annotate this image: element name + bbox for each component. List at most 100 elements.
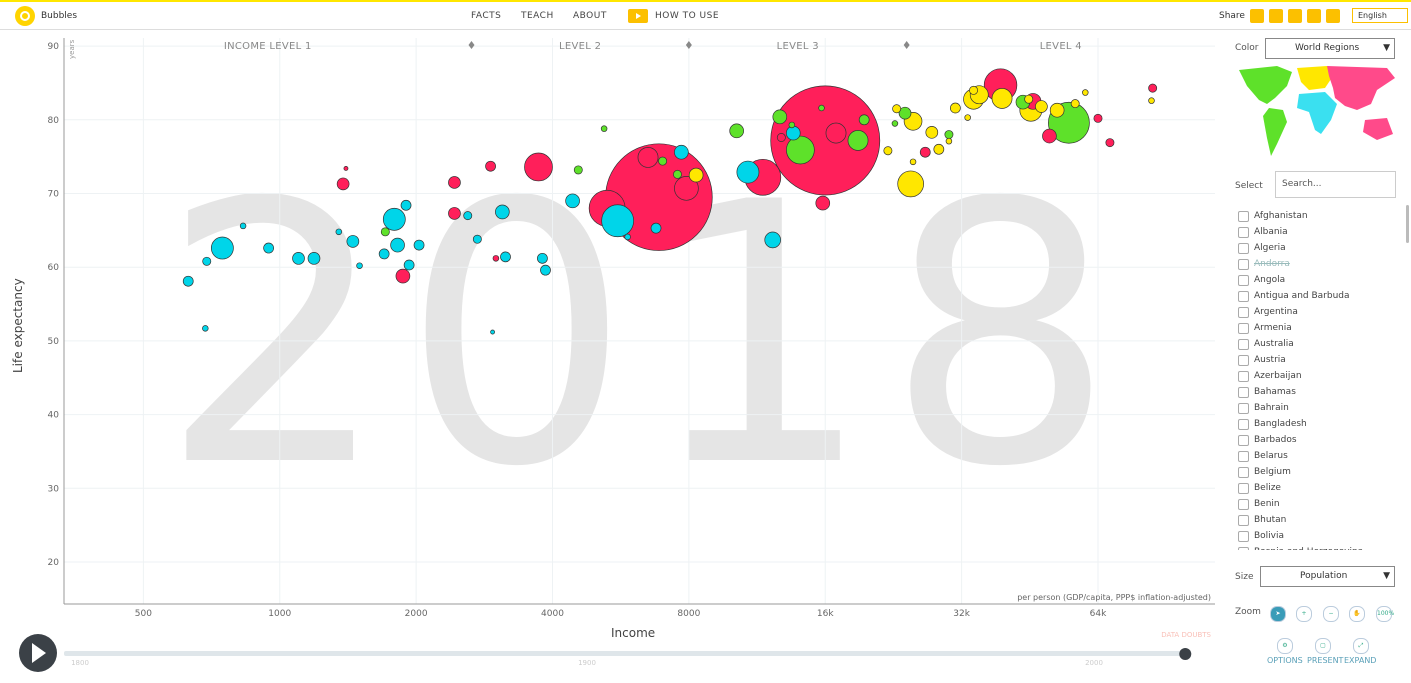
bubble[interactable]: [883, 146, 893, 156]
bubble[interactable]: [673, 169, 682, 179]
bubble[interactable]: [786, 135, 815, 165]
bubble[interactable]: [891, 120, 899, 127]
bubble[interactable]: [524, 152, 553, 182]
bubble[interactable]: [390, 237, 405, 253]
bubble[interactable]: [343, 166, 349, 171]
country-item[interactable]: Bhutan: [1237, 512, 1407, 528]
bubble[interactable]: [785, 125, 801, 141]
bubble[interactable]: [573, 165, 583, 175]
bubble[interactable]: [463, 211, 473, 221]
bubble[interactable]: [210, 236, 234, 260]
country-item[interactable]: Belize: [1237, 480, 1407, 496]
bubble[interactable]: [637, 146, 659, 168]
bubble[interactable]: [335, 228, 343, 236]
bubble[interactable]: [492, 255, 500, 262]
zoom-in[interactable]: +: [1296, 606, 1312, 622]
bubble[interactable]: [565, 193, 580, 209]
country-item[interactable]: Argentina: [1237, 304, 1407, 320]
options-icon[interactable]: ⚙: [1277, 638, 1293, 654]
country-item[interactable]: Bolivia: [1237, 528, 1407, 544]
bubble[interactable]: [674, 144, 689, 160]
bubble[interactable]: [1049, 102, 1065, 118]
bubble[interactable]: [898, 106, 912, 120]
bubble[interactable]: [945, 137, 953, 145]
bubble[interactable]: [490, 329, 495, 335]
country-item[interactable]: Austria: [1237, 352, 1407, 368]
bubble[interactable]: [356, 262, 363, 269]
bubble[interactable]: [202, 256, 212, 266]
bubble[interactable]: [413, 239, 425, 251]
bubble[interactable]: [600, 125, 608, 132]
color-select[interactable]: World Regions ▼: [1265, 38, 1395, 59]
timeline-handle[interactable]: [1179, 648, 1192, 660]
nav-link[interactable]: ABOUT: [573, 11, 607, 21]
bubble[interactable]: [1148, 83, 1158, 93]
bubble[interactable]: [500, 251, 511, 263]
country-item[interactable]: Andorra: [1237, 256, 1407, 272]
country-item[interactable]: Bahrain: [1237, 400, 1407, 416]
share-icon[interactable]: [1269, 9, 1283, 23]
bubble[interactable]: [1035, 100, 1048, 113]
bubble[interactable]: [909, 158, 917, 166]
country-item[interactable]: Bangladesh: [1237, 416, 1407, 432]
country-item[interactable]: Australia: [1237, 336, 1407, 352]
share-icon[interactable]: [1307, 9, 1321, 23]
bubble[interactable]: [485, 160, 496, 172]
bubble[interactable]: [892, 104, 902, 114]
bubble[interactable]: [263, 242, 274, 254]
bubble[interactable]: [944, 130, 954, 139]
bubble[interactable]: [378, 248, 390, 260]
bubble[interactable]: [736, 160, 760, 184]
bubble[interactable]: [182, 275, 194, 287]
map-africa[interactable]: [1297, 92, 1337, 134]
search-input[interactable]: Search...: [1275, 171, 1396, 198]
bubble[interactable]: [495, 204, 510, 220]
nav-link[interactable]: HOW TO USE: [655, 11, 720, 21]
bubble[interactable]: [382, 207, 406, 231]
bubble[interactable]: [307, 252, 321, 265]
bubble[interactable]: [403, 259, 415, 271]
zoom-reset[interactable]: 100%: [1376, 606, 1394, 622]
bubble[interactable]: [1024, 94, 1034, 104]
bubble[interactable]: [764, 231, 781, 249]
bubble[interactable]: [674, 176, 699, 201]
map-asia[interactable]: [1327, 66, 1395, 110]
zoom-pan[interactable]: ✋: [1349, 606, 1365, 622]
bubble[interactable]: [858, 114, 870, 126]
scrollbar[interactable]: [1406, 205, 1409, 243]
country-item[interactable]: Belarus: [1237, 448, 1407, 464]
bubble[interactable]: [400, 199, 412, 211]
country-item[interactable]: Bahamas: [1237, 384, 1407, 400]
country-item[interactable]: Belgium: [1237, 464, 1407, 480]
bubble[interactable]: [537, 252, 548, 264]
options-button[interactable]: OPTIONS: [1267, 656, 1303, 665]
bubble[interactable]: [395, 268, 411, 284]
bubble[interactable]: [950, 102, 961, 114]
video-icon[interactable]: [628, 9, 648, 23]
country-item[interactable]: Albania: [1237, 224, 1407, 240]
bubble[interactable]: [825, 122, 847, 144]
nav-link[interactable]: TEACH: [521, 11, 554, 21]
bubble[interactable]: [239, 222, 247, 230]
country-item[interactable]: Antigua and Barbuda: [1237, 288, 1407, 304]
bubble[interactable]: [1148, 97, 1155, 104]
language-select[interactable]: English: [1352, 8, 1408, 23]
present-icon[interactable]: ▢: [1315, 638, 1331, 654]
bubble[interactable]: [472, 234, 482, 244]
map-americas[interactable]: [1239, 66, 1292, 104]
share-icon[interactable]: [1288, 9, 1302, 23]
bubble[interactable]: [658, 156, 668, 166]
country-item[interactable]: Barbados: [1237, 432, 1407, 448]
bubble[interactable]: [969, 85, 978, 95]
present-button[interactable]: PRESENT: [1307, 656, 1344, 665]
country-item[interactable]: Algeria: [1237, 240, 1407, 256]
bubble[interactable]: [919, 146, 931, 158]
bubble[interactable]: [729, 123, 744, 139]
bubble[interactable]: [772, 109, 788, 125]
bubble[interactable]: [540, 264, 551, 276]
bubble[interactable]: [292, 252, 305, 265]
map-americas[interactable]: [1263, 108, 1287, 156]
bubble[interactable]: [650, 222, 662, 234]
bubble[interactable]: [964, 114, 971, 121]
country-item[interactable]: Benin: [1237, 496, 1407, 512]
